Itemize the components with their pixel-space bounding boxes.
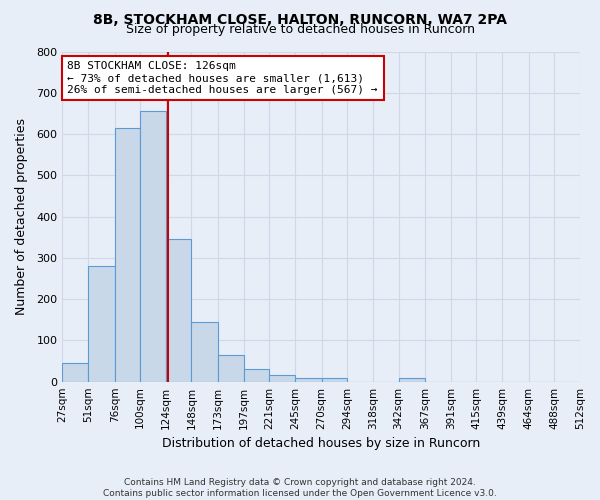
Bar <box>88 266 115 382</box>
Bar <box>244 370 269 382</box>
Bar <box>62 363 88 382</box>
X-axis label: Distribution of detached houses by size in Runcorn: Distribution of detached houses by size … <box>162 437 480 450</box>
Bar <box>269 376 295 382</box>
Text: Size of property relative to detached houses in Runcorn: Size of property relative to detached ho… <box>125 22 475 36</box>
Bar <box>115 128 140 382</box>
Bar <box>218 355 244 382</box>
Bar <box>191 322 218 382</box>
Y-axis label: Number of detached properties: Number of detached properties <box>15 118 28 315</box>
Text: Contains HM Land Registry data © Crown copyright and database right 2024.
Contai: Contains HM Land Registry data © Crown c… <box>103 478 497 498</box>
Bar <box>398 378 425 382</box>
Text: 8B, STOCKHAM CLOSE, HALTON, RUNCORN, WA7 2PA: 8B, STOCKHAM CLOSE, HALTON, RUNCORN, WA7… <box>93 12 507 26</box>
Bar <box>166 240 191 382</box>
Bar <box>295 378 322 382</box>
Bar <box>140 112 166 382</box>
Bar <box>322 378 347 382</box>
Text: 8B STOCKHAM CLOSE: 126sqm
← 73% of detached houses are smaller (1,613)
26% of se: 8B STOCKHAM CLOSE: 126sqm ← 73% of detac… <box>67 62 378 94</box>
